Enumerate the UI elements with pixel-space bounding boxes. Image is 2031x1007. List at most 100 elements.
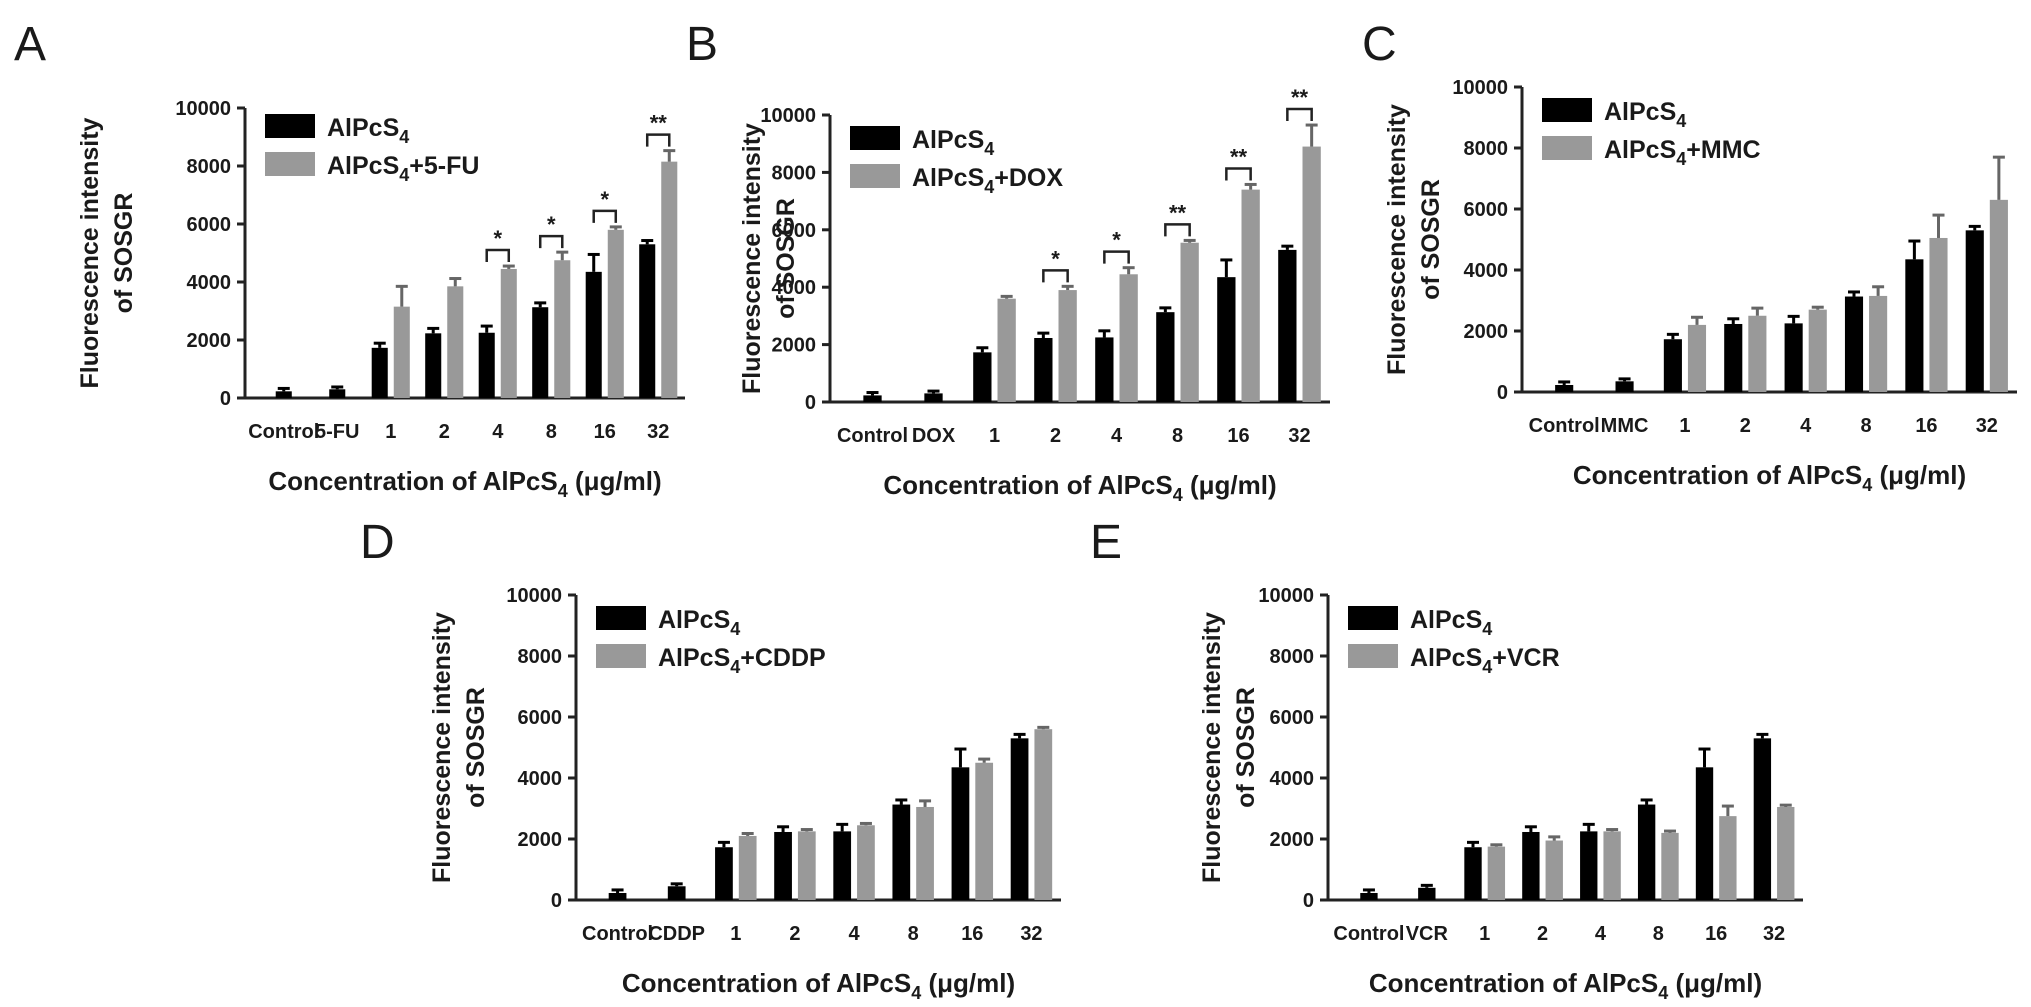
legend-label: AlPcS4+5-FU <box>327 152 479 185</box>
bar <box>1522 831 1540 900</box>
bar <box>797 831 816 900</box>
y-tick-label: 8000 <box>1464 138 1509 160</box>
significance-bracket <box>1042 269 1069 283</box>
bar <box>532 307 549 398</box>
legend-label: AlPcS4 <box>658 606 740 639</box>
y-tick-label: 8000 <box>1270 646 1315 668</box>
y-tick-label: 4000 <box>772 277 817 299</box>
x-tick-label: 1 <box>730 923 741 945</box>
bar <box>1180 242 1199 402</box>
x-tick-label: 5-FU <box>315 421 359 443</box>
x-tick-label: DOX <box>912 425 956 447</box>
legend-swatch <box>596 606 646 630</box>
bar <box>1487 846 1506 900</box>
y-tick-label: 10000 <box>175 98 231 120</box>
y-axis-label: Fluorescence intensity <box>1198 612 1226 883</box>
bar <box>1753 738 1772 900</box>
x-tick-label: Control <box>1333 923 1404 945</box>
significance-label: ** <box>1230 144 1248 169</box>
bar <box>425 333 442 398</box>
bar <box>1095 337 1114 402</box>
x-tick-label: 8 <box>546 421 557 443</box>
panel-letter: A <box>14 18 46 71</box>
y-axis-label: of SOSGR <box>772 198 800 319</box>
x-tick-label: 32 <box>1976 415 1998 437</box>
bar <box>607 229 624 398</box>
x-tick-label: 8 <box>1653 923 1664 945</box>
bar <box>1965 230 1984 392</box>
bar <box>447 286 464 398</box>
y-tick-label: 8000 <box>772 162 817 184</box>
x-tick-label: 32 <box>1288 425 1310 447</box>
bar <box>1464 847 1482 900</box>
x-tick-label: 2 <box>1537 923 1548 945</box>
legend-label: AlPcS4+VCR <box>1410 644 1560 677</box>
y-axis-label: Fluorescence intensity <box>428 612 456 883</box>
bar <box>1034 337 1053 402</box>
panel-letter: E <box>1090 516 1122 569</box>
x-tick-label: 1 <box>385 421 396 443</box>
y-tick-label: 2000 <box>772 335 817 357</box>
bar <box>1637 804 1656 900</box>
legend-label: AlPcS4 <box>1604 98 1686 131</box>
bar <box>833 831 852 900</box>
x-tick-label: 32 <box>1020 923 1042 945</box>
x-tick-label: 16 <box>1227 425 1249 447</box>
bar <box>973 352 992 402</box>
bar <box>975 762 994 900</box>
bar <box>1360 892 1378 900</box>
legend-label: AlPcS4+CDDP <box>658 644 826 677</box>
x-tick-label: 4 <box>1111 425 1123 447</box>
y-tick-label: 8000 <box>187 156 232 178</box>
bar <box>1869 295 1888 392</box>
bar <box>1844 296 1864 392</box>
x-tick-label: 2 <box>439 421 450 443</box>
significance-label: ** <box>1169 200 1187 225</box>
bar <box>997 298 1016 402</box>
bar <box>1058 290 1077 402</box>
significance-label: * <box>547 212 556 237</box>
y-tick-label: 0 <box>551 890 562 912</box>
x-axis-label: Concentration of AlPcS4 (μg/ml) <box>883 470 1276 505</box>
x-tick-label: CDDP <box>648 923 705 945</box>
bar <box>1661 832 1679 900</box>
bar <box>1034 729 1053 900</box>
bar <box>738 835 757 900</box>
x-tick-label: 16 <box>961 923 983 945</box>
significance-bracket <box>645 133 671 147</box>
x-tick-label: 4 <box>492 421 504 443</box>
x-tick-label: 32 <box>647 421 669 443</box>
bar <box>1217 277 1236 402</box>
bar <box>478 332 495 398</box>
panel-letter: B <box>686 18 718 71</box>
x-tick-label: VCR <box>1406 923 1449 945</box>
legend-swatch <box>1348 606 1398 630</box>
bar <box>916 806 934 900</box>
x-axis-label: Concentration of AlPcS4 (μg/ml) <box>622 968 1015 1003</box>
x-tick-label: 1 <box>1479 923 1490 945</box>
y-tick-label: 0 <box>805 392 816 414</box>
y-tick-label: 2000 <box>518 829 563 851</box>
significance-label: ** <box>650 111 668 136</box>
y-tick-label: 0 <box>1497 382 1508 404</box>
y-tick-label: 10000 <box>1258 585 1314 607</box>
legend-swatch <box>1542 98 1592 122</box>
y-axis-label: Fluorescence intensity <box>76 117 104 388</box>
significance-label: * <box>600 187 609 212</box>
y-tick-label: 4000 <box>1464 260 1509 282</box>
x-tick-label: 1 <box>1679 415 1690 437</box>
bar <box>1302 146 1321 402</box>
y-tick-label: 6000 <box>187 214 232 236</box>
significance-bracket <box>1225 167 1252 181</box>
significance-bracket <box>1164 223 1191 237</box>
legend-swatch <box>265 114 315 138</box>
bar <box>1719 816 1737 900</box>
x-tick-label: Control <box>1529 415 1600 437</box>
bar <box>1545 840 1563 900</box>
significance-label: * <box>1051 246 1060 271</box>
x-axis-label: Concentration of AlPcS4 (μg/ml) <box>1369 968 1762 1003</box>
y-axis-label: of SOSGR <box>110 193 138 314</box>
legend-label: AlPcS4 <box>1410 606 1492 639</box>
bar <box>275 391 292 398</box>
